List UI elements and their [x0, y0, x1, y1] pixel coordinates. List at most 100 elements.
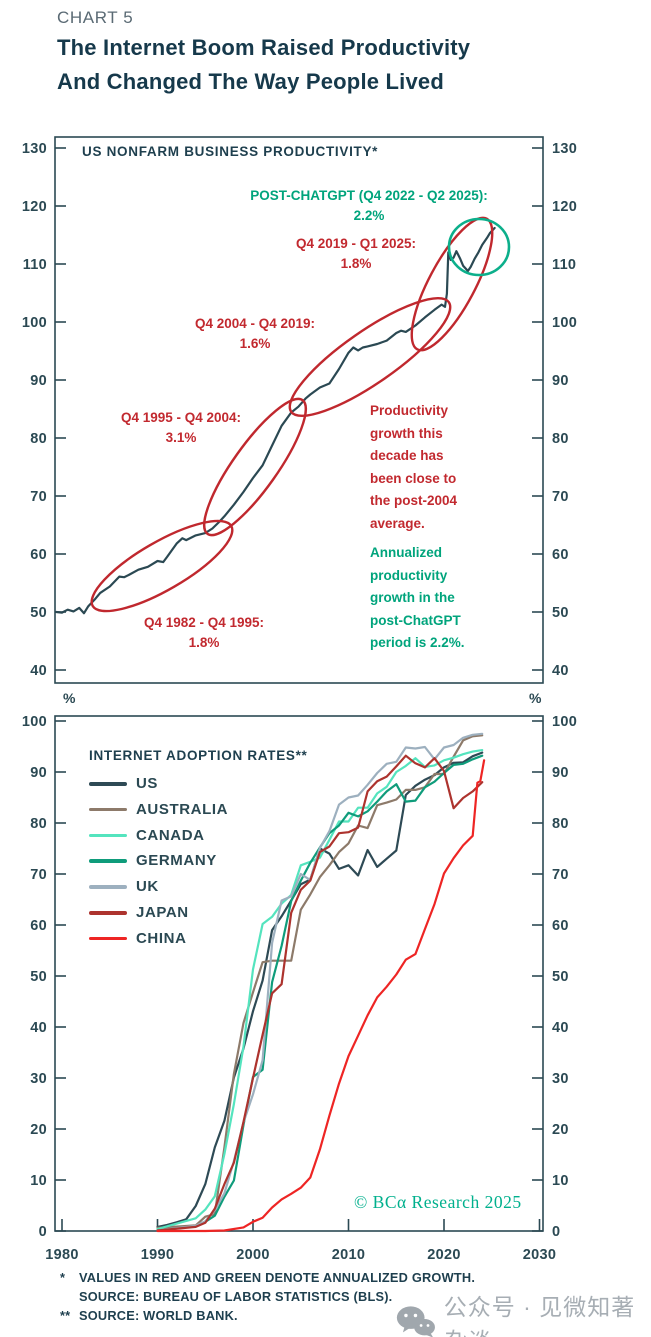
legend-label-germany: GERMANY	[136, 852, 217, 870]
annotation-1995-2004: Q4 1995 - Q4 2004: 3.1%	[121, 408, 241, 448]
period-highlight-ellipse	[203, 397, 307, 537]
adoption-line-germany	[156, 754, 484, 1232]
page-title-line1: The Internet Boom Raised Productivity	[57, 35, 471, 60]
bottom-yaxis-label-right: 70	[552, 867, 569, 883]
annotation-post-chatgpt: POST-CHATGPT (Q4 2022 - Q2 2025): 2.2%	[250, 186, 488, 226]
bottom-yaxis-label-left: 100	[22, 714, 47, 730]
bottom-yaxis-label-left: 60	[30, 918, 47, 934]
note-post-chatgpt-growth: Annualized productivity growth in the po…	[370, 545, 465, 650]
bottom-chart-title: INTERNET ADOPTION RATES**	[89, 748, 308, 763]
top-yaxis-label-left: 120	[22, 199, 47, 215]
wechat-icon	[396, 1306, 435, 1337]
bottom-yaxis-label-left: 40	[30, 1020, 47, 1036]
period-highlight-ellipse	[288, 296, 452, 418]
legend-label-japan: JAPAN	[136, 904, 189, 921]
top-yaxis-label-right: 70	[552, 489, 569, 505]
bottom-yaxis-label-right: 90	[552, 765, 569, 781]
xaxis-label: 2030	[523, 1247, 556, 1263]
annotation-2019-2025: Q4 2019 - Q1 2025: 1.8%	[296, 234, 416, 274]
wechat-watermark: 公众号 · 见微知著杂谈	[396, 1288, 651, 1337]
footnote-line-3: SOURCE: WORLD BANK.	[79, 1308, 238, 1323]
top-yaxis-label-left: 60	[30, 547, 47, 563]
legend-swatch-japan	[89, 911, 127, 915]
legend: US AUSTRALIA CANADA GERMANY UK JAPAN CHINA	[89, 775, 309, 955]
annotation-1982-1995-label: Q4 1982 - Q4 1995:	[143, 615, 265, 630]
top-yaxis-label-left: 80	[30, 431, 47, 447]
top-yaxis-label-right: 100	[552, 315, 577, 331]
top-yaxis-label-right: 130	[552, 141, 577, 157]
note-productivity-decade: Productivity growth this decade has been…	[370, 403, 458, 531]
bottom-chart-frame	[54, 715, 544, 1232]
top-yaxis-label-left: 70	[30, 489, 47, 505]
legend-label-us: US	[136, 775, 159, 792]
xaxis-label: 2000	[236, 1247, 269, 1263]
bottom-yaxis-label-right: 30	[552, 1071, 569, 1087]
annotation-2019-2025-value: 1.8%	[340, 256, 372, 271]
xaxis-label: 2010	[332, 1247, 365, 1263]
top-yaxis-label-right: 80	[552, 431, 569, 447]
top-chart-title: US NONFARM BUSINESS PRODUCTIVITY*	[82, 144, 379, 159]
footnote-line-2: SOURCE: BUREAU OF LABOR STATISTICS (BLS)…	[79, 1289, 393, 1304]
annotation-2004-2019-value: 1.6%	[239, 336, 271, 351]
legend-label-canada: CANADA	[136, 826, 205, 844]
annotation-2004-2019: Q4 2004 - Q4 2019: 1.6%	[195, 314, 315, 354]
adoption-line-japan	[156, 754, 484, 1232]
bottom-yaxis-label-left: 50	[30, 969, 47, 985]
top-yaxis-label-left: 50	[30, 605, 47, 621]
bottom-yaxis-label-right: 0	[552, 1224, 560, 1240]
wechat-watermark-text: 公众号 · 见微知著杂谈	[443, 1294, 636, 1337]
legend-swatch-canada	[89, 833, 127, 838]
chart-number: CHART 5	[57, 8, 134, 27]
annotation-1982-1995: Q4 1982 - Q4 1995: 1.8%	[144, 613, 264, 653]
annotation-2004-2019-label: Q4 2004 - Q4 2019:	[194, 316, 316, 331]
top-yaxis-label-right: 50	[552, 605, 569, 621]
xaxis-label: 1990	[141, 1247, 174, 1263]
bottom-yaxis-label-right: 10	[552, 1173, 569, 1189]
post-chatgpt-circle	[447, 217, 511, 277]
annotation-post-chatgpt-value: 2.2%	[353, 208, 385, 223]
legend-label-australia: AUSTRALIA	[136, 800, 229, 818]
period-highlight-ellipse	[410, 216, 494, 352]
top-yaxis-label-left: 90	[30, 373, 47, 389]
bottom-yaxis-label-left: 70	[30, 867, 47, 883]
legend-label-uk: UK	[136, 878, 159, 896]
top-yaxis-label-right: 60	[552, 547, 569, 563]
footnote-marker-1: *	[60, 1270, 66, 1285]
top-yaxis-label-right: 120	[552, 199, 577, 215]
top-yaxis-label-right: 40	[552, 663, 569, 679]
top-yaxis-label-left: 110	[23, 257, 47, 273]
bottom-yaxis-label-right: 50	[552, 969, 569, 985]
bottom-yaxis-label-left: 0	[39, 1224, 47, 1240]
footnote-line-1: VALUES IN RED AND GREEN DENOTE ANNUALIZE…	[79, 1270, 476, 1285]
top-yaxis-label-left: 40	[30, 663, 47, 679]
top-yaxis-label-left: 130	[22, 141, 47, 157]
legend-swatch-china	[89, 936, 127, 941]
bottom-yaxis-label-right: 80	[552, 816, 569, 832]
bottom-yaxis-label-left: 30	[30, 1071, 47, 1087]
footnotes: * VALUES IN RED AND GREEN DENOTE ANNUALI…	[60, 1268, 475, 1325]
bottom-yaxis-label-left: 20	[30, 1122, 47, 1138]
top-yaxis-label-right: 90	[552, 373, 569, 389]
adoption-line-china	[156, 759, 486, 1233]
top-yaxis-label-left: 100	[22, 315, 47, 331]
bottom-chart-unit-right: %	[529, 690, 542, 706]
bottom-yaxis-label-left: 90	[30, 765, 47, 781]
bottom-yaxis-label-right: 40	[552, 1020, 569, 1036]
bottom-yaxis-label-right: 60	[552, 918, 569, 934]
bca-research-watermark: © BCα Research 2025	[354, 1192, 522, 1212]
top-yaxis-label-right: 110	[552, 257, 576, 273]
bottom-yaxis-label-left: 10	[30, 1173, 47, 1189]
legend-swatch-australia	[89, 807, 127, 812]
footnote-marker-spacer	[60, 1287, 79, 1306]
adoption-line-australia	[156, 734, 484, 1229]
legend-label-china: CHINA	[136, 929, 187, 947]
bottom-yaxis-label-right: 20	[552, 1122, 569, 1138]
top-chart-frame	[54, 136, 544, 684]
bottom-chart-unit-left: %	[63, 690, 76, 706]
legend-swatch-us	[89, 782, 127, 786]
page-title-line2: And Changed The Way People Lived	[57, 69, 444, 94]
bottom-yaxis-label-left: 80	[30, 816, 47, 832]
xaxis-label: 1980	[45, 1247, 78, 1263]
